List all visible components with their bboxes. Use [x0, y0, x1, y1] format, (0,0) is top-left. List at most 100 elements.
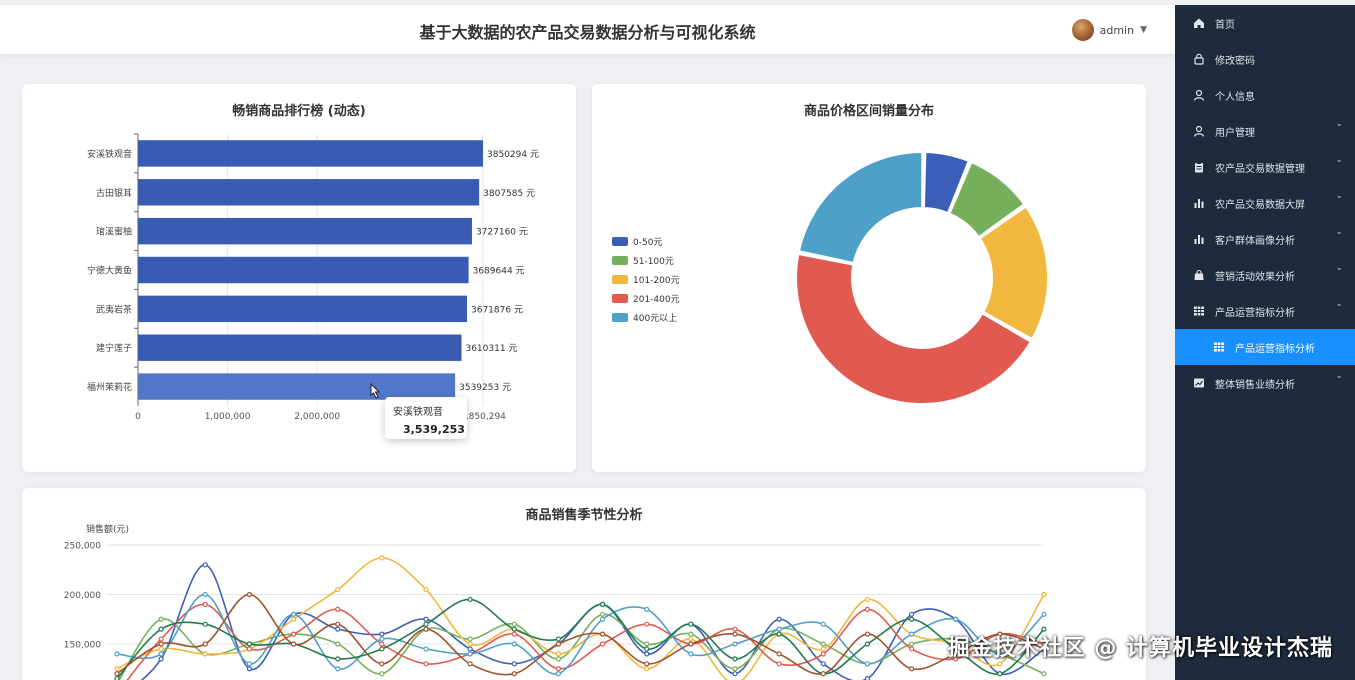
data-point[interactable] [688, 641, 694, 647]
chevron-down-icon[interactable]: ˅ [1335, 232, 1342, 242]
legend-item[interactable]: 400元以上 [612, 311, 677, 324]
sidebar-item[interactable]: 农产品交易数据管理 ˅ [1175, 149, 1355, 185]
data-point[interactable] [953, 636, 959, 642]
data-point[interactable] [246, 646, 253, 652]
pie-slice[interactable] [978, 205, 1049, 341]
bar[interactable] [138, 334, 462, 361]
data-point[interactable] [908, 641, 915, 647]
data-point[interactable] [158, 636, 164, 642]
data-point[interactable] [379, 671, 385, 677]
data-point[interactable] [1041, 646, 1047, 652]
data-point[interactable] [379, 555, 385, 561]
data-point[interactable] [644, 651, 650, 657]
data-point[interactable] [732, 626, 738, 632]
data-point[interactable] [423, 616, 429, 622]
data-point[interactable] [158, 641, 164, 647]
data-point[interactable] [953, 646, 959, 652]
chevron-down-icon[interactable]: ˅ [1335, 160, 1342, 170]
data-point[interactable] [423, 646, 429, 652]
data-point[interactable] [290, 611, 297, 617]
data-point[interactable] [732, 656, 738, 662]
data-point[interactable] [511, 631, 517, 637]
data-point[interactable] [423, 661, 429, 667]
data-point[interactable] [599, 601, 606, 608]
data-point[interactable] [467, 636, 473, 642]
data-point[interactable] [776, 626, 782, 632]
data-point[interactable] [246, 661, 253, 667]
data-point[interactable] [864, 631, 871, 637]
data-point[interactable] [776, 661, 782, 667]
data-point[interactable] [864, 661, 871, 667]
data-point[interactable] [114, 666, 120, 672]
legend-item[interactable]: 51-100元 [612, 254, 674, 267]
data-point[interactable] [158, 656, 164, 662]
data-point[interactable] [467, 661, 473, 667]
data-point[interactable] [688, 651, 694, 657]
data-point[interactable] [864, 641, 871, 647]
sidebar-item[interactable]: 营销活动效果分析 ˅ [1175, 257, 1355, 293]
data-point[interactable] [290, 631, 297, 637]
data-point[interactable] [644, 661, 650, 667]
data-point[interactable] [820, 671, 826, 677]
series-line[interactable] [116, 593, 1045, 675]
data-point[interactable] [776, 616, 782, 622]
sidebar-item[interactable]: 用户管理 ˅ [1175, 113, 1355, 149]
data-point[interactable] [511, 626, 517, 632]
data-point[interactable] [953, 656, 959, 662]
data-point[interactable] [732, 666, 738, 672]
data-point[interactable] [158, 651, 164, 657]
data-point[interactable] [246, 641, 253, 647]
data-point[interactable] [908, 611, 915, 617]
data-point[interactable] [467, 596, 473, 603]
data-point[interactable] [114, 671, 120, 677]
legend-item[interactable]: 0-50元 [612, 235, 662, 248]
avatar[interactable] [1071, 19, 1094, 41]
data-point[interactable] [511, 641, 517, 647]
data-point[interactable] [202, 641, 208, 647]
data-point[interactable] [820, 641, 826, 647]
data-point[interactable] [158, 616, 164, 622]
data-point[interactable] [379, 646, 385, 652]
data-point[interactable] [202, 621, 208, 627]
data-point[interactable] [997, 661, 1003, 667]
data-point[interactable] [335, 606, 341, 612]
data-point[interactable] [1041, 641, 1047, 647]
data-point[interactable] [1041, 626, 1047, 632]
data-point[interactable] [335, 656, 341, 662]
sidebar-item[interactable]: 产品运营指标分析 ˄ [1175, 293, 1355, 329]
data-point[interactable] [423, 621, 429, 627]
data-point[interactable] [246, 666, 253, 672]
data-point[interactable] [864, 596, 871, 603]
bar[interactable] [138, 140, 483, 167]
data-point[interactable] [555, 636, 562, 642]
data-point[interactable] [599, 616, 606, 622]
data-point[interactable] [555, 671, 562, 677]
data-point[interactable] [335, 641, 341, 647]
data-point[interactable] [114, 676, 120, 680]
data-point[interactable] [644, 641, 650, 647]
data-point[interactable] [908, 616, 915, 622]
data-point[interactable] [158, 646, 164, 652]
data-point[interactable] [202, 601, 208, 608]
data-point[interactable] [688, 621, 694, 627]
data-point[interactable] [511, 661, 517, 667]
data-point[interactable] [997, 671, 1003, 677]
data-point[interactable] [202, 591, 208, 598]
data-point[interactable] [599, 631, 606, 637]
data-point[interactable] [290, 641, 297, 647]
data-point[interactable] [1041, 591, 1047, 598]
data-point[interactable] [953, 616, 959, 622]
data-point[interactable] [820, 621, 826, 627]
sidebar-item[interactable]: 整体销售业绩分析 ˅ [1175, 365, 1355, 401]
data-point[interactable] [644, 666, 650, 672]
sidebar-item[interactable]: 客户群体画像分析 ˅ [1175, 221, 1355, 257]
legend-item[interactable]: 201-400元 [612, 292, 680, 305]
data-point[interactable] [379, 631, 385, 637]
user-menu[interactable]: admin ▼ [1071, 19, 1147, 41]
data-point[interactable] [953, 651, 959, 657]
data-point[interactable] [908, 646, 915, 652]
data-point[interactable] [335, 586, 341, 593]
data-point[interactable] [997, 631, 1003, 637]
data-point[interactable] [776, 651, 782, 657]
chevron-down-icon[interactable]: ˅ [1335, 196, 1342, 206]
